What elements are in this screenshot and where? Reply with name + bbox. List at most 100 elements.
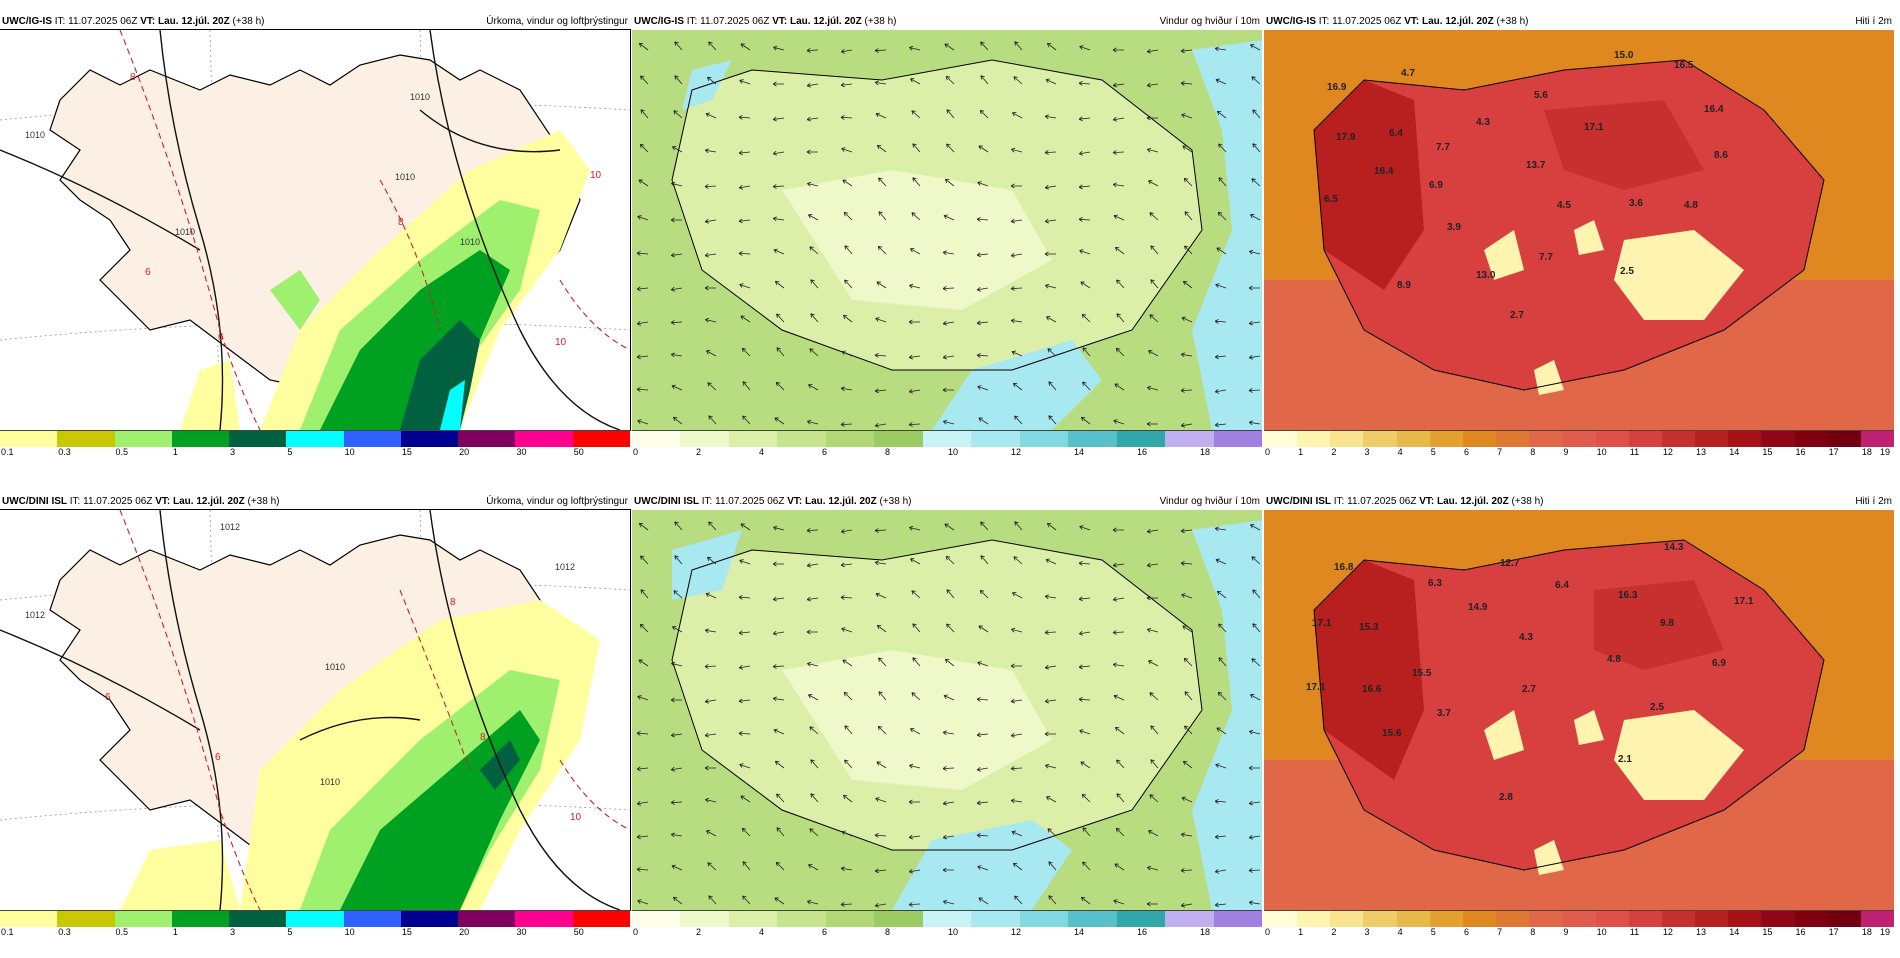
wind-arrow <box>976 766 989 772</box>
wind-arrow <box>705 350 717 357</box>
product-title: Vindur og hviður í 10m <box>1159 16 1260 27</box>
wind-arrow <box>1216 247 1227 255</box>
precip-colorbar-ticks: 0.1 0.3 0.5 1 3 5 10 15 20 30 50 <box>0 447 630 459</box>
product-title: Vindur og hviður í 10m <box>1159 496 1260 507</box>
product-title: Hiti í 2m <box>1855 496 1892 507</box>
wind-arrow <box>943 419 955 425</box>
colorbar-tick: 16 <box>1795 927 1806 937</box>
temp-label: 6.4 <box>1555 580 1569 591</box>
lead-time: (+38 h) <box>1496 16 1529 27</box>
wind-arrow <box>1248 900 1261 906</box>
wind-arrow <box>1182 625 1193 633</box>
wind-arrow <box>671 384 683 391</box>
wind-arrow <box>946 143 955 153</box>
temp-label: 15.0 <box>1614 50 1634 61</box>
wind-arrow <box>977 385 989 391</box>
wind-arrow <box>942 867 955 873</box>
wind-arrow <box>807 181 819 187</box>
wind-arrow <box>742 415 751 425</box>
colorbar-swatch <box>343 911 401 927</box>
wind-arrow <box>704 698 717 704</box>
wind-arrow <box>1214 422 1227 428</box>
wind-arrow <box>774 280 785 289</box>
temp-label: 5.6 <box>1534 90 1548 101</box>
wind-arrow <box>1048 895 1057 905</box>
wind-arrow <box>809 726 819 735</box>
precip-map: 1010 1010 1010 1010 1010 6 6 8 8 10 10 <box>0 29 631 431</box>
lead-time: (+38 h) <box>1511 496 1544 507</box>
temp-label: 15.5 <box>1412 668 1432 679</box>
wind-arrow <box>944 523 955 531</box>
colorbar-swatch <box>1860 911 1894 927</box>
temp-label: 16.6 <box>1362 684 1382 695</box>
wind-arrow <box>742 895 751 905</box>
wind-arrow <box>1214 526 1227 532</box>
colorbar-swatch <box>777 431 826 447</box>
wind-arrow <box>807 214 819 221</box>
wind-arrow <box>674 75 683 85</box>
wind-arrow <box>673 590 683 599</box>
temp-label: 7.7 <box>1539 252 1553 263</box>
wind-arrow <box>638 659 649 667</box>
wind-arrow <box>772 81 785 87</box>
colorbar-tick: 13 <box>1696 927 1707 937</box>
temp-colorbar <box>1264 910 1894 927</box>
wind-arrow <box>1184 691 1193 701</box>
colorbar-swatch <box>1068 911 1117 927</box>
valid-time: Lau. 12.júl. 20Z <box>1437 496 1509 507</box>
wind-arrow <box>1078 217 1091 222</box>
colorbar-swatch <box>1496 911 1530 927</box>
wind-arrow <box>1180 561 1193 566</box>
wind-arrow <box>1012 382 1023 391</box>
temp-label: 6.3 <box>1428 578 1442 589</box>
wind-arrow <box>980 41 989 51</box>
colorbar-swatch <box>680 911 729 927</box>
wind-arrow <box>874 868 887 874</box>
isobar-label: 1010 <box>410 92 430 102</box>
colorbar-swatch <box>1213 431 1263 447</box>
colorbar-tick: 12 <box>1011 447 1022 457</box>
colorbar-swatch <box>0 911 58 927</box>
wind-arrow <box>1214 868 1227 874</box>
wind-arrow <box>1248 420 1261 426</box>
colorbar-swatch <box>1213 911 1263 927</box>
wind-arrow <box>1010 766 1023 771</box>
temp-label: 17.1 <box>1584 122 1604 133</box>
wind-arrow <box>740 523 751 531</box>
wind-arrow <box>877 245 887 255</box>
colorbar-tick: 15 <box>1762 927 1773 937</box>
wind-arrow <box>1215 283 1227 289</box>
valid-time: Lau. 12.júl. 20Z <box>790 16 862 27</box>
wind-arrow <box>874 833 887 838</box>
wind-arrow <box>942 250 955 256</box>
wind-arrow <box>909 763 921 769</box>
colorbar-tick: 8 <box>1530 447 1536 457</box>
wind-arrow <box>807 694 819 701</box>
coastline <box>671 59 1203 371</box>
wind-arrow <box>806 562 819 568</box>
colorbar-tick: 10 <box>344 447 355 457</box>
colorbar-swatch <box>1116 911 1166 927</box>
wind-arrow <box>672 416 683 425</box>
temp-label: 16.9 <box>1327 82 1347 93</box>
wind-arrow <box>739 559 751 565</box>
wind-arrow <box>908 799 921 805</box>
precip-colorbar <box>0 910 630 927</box>
wind-arrow <box>874 80 887 86</box>
panel-bottom-temp: UWC/DINI ISL IT: 11.07.2025 06Z VT: Lau.… <box>1264 494 1894 958</box>
wind-arrow <box>1146 901 1159 907</box>
wind-arrow <box>908 319 921 325</box>
wind-arrow <box>1180 388 1193 393</box>
wind-arrow <box>875 797 887 803</box>
wind-arrow <box>910 248 921 255</box>
init-time: 11.07.2025 06Z <box>83 496 153 507</box>
colorbar-swatch <box>1695 911 1729 927</box>
colorbar-tick: 10 <box>948 927 959 937</box>
wind-arrow <box>1082 347 1091 357</box>
temp-colorbar-ticks: 0 1 2 3 4 5 6 7 8 9 10 11 12 13 14 15 16 17 18 19 <box>1264 447 1894 459</box>
temp-label: 2.5 <box>1650 702 1664 713</box>
wind-arrow <box>976 320 989 326</box>
wind-arrow <box>670 217 683 223</box>
wind-arrow <box>1214 834 1227 840</box>
wind-arrow <box>738 664 751 670</box>
